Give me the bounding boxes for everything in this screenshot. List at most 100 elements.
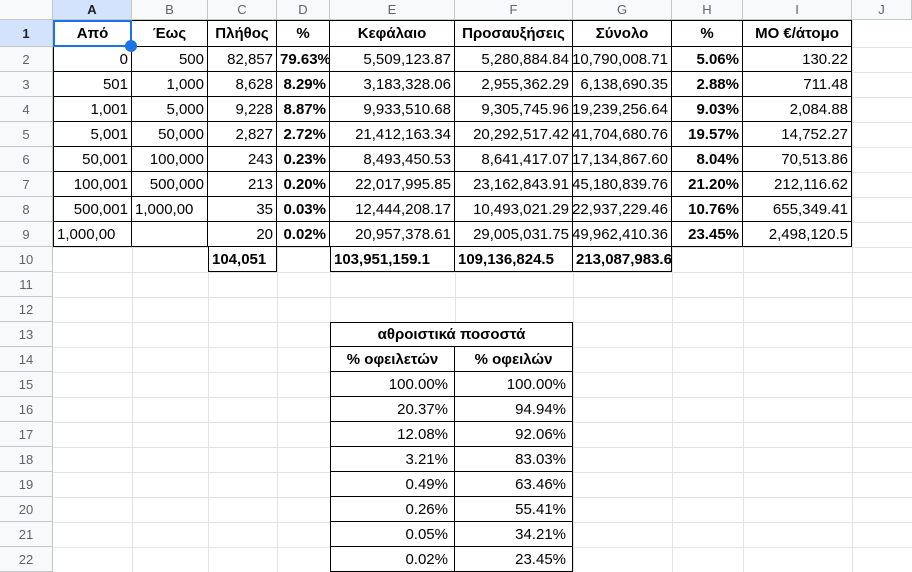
cell-A8[interactable]: 500,001 (53, 197, 132, 222)
cell-C3[interactable]: 8,628 (208, 72, 277, 97)
cell-B2[interactable]: 500 (132, 47, 208, 72)
row-header-13[interactable]: 13 (0, 322, 53, 347)
cell-F17[interactable]: 92.06% (455, 422, 573, 447)
column-header-D[interactable]: D (277, 0, 330, 20)
cell-H3[interactable]: 2.88% (672, 72, 743, 97)
row-header-6[interactable]: 6 (0, 147, 53, 172)
row-header-8[interactable]: 8 (0, 197, 53, 222)
cell-I4[interactable]: 2,084.88 (743, 97, 852, 122)
cell-E8[interactable]: 12,444,208.17 (330, 197, 455, 222)
cell-I8[interactable]: 655,349.41 (743, 197, 852, 222)
cell-G2[interactable]: 10,790,008.71 (573, 47, 672, 72)
column-header-C[interactable]: C (208, 0, 277, 20)
column-header-F[interactable]: F (455, 0, 573, 20)
cell-I7[interactable]: 212,116.62 (743, 172, 852, 197)
row-header-19[interactable]: 19 (0, 472, 53, 497)
row-header-2[interactable]: 2 (0, 47, 53, 72)
selection-handle[interactable] (125, 40, 137, 52)
cell-E14[interactable]: % οφειλετών (330, 347, 455, 372)
cell-A7[interactable]: 100,001 (53, 172, 132, 197)
cell-E1[interactable]: Κεφάλαιο (330, 20, 455, 47)
cell-E19[interactable]: 0.49% (330, 472, 455, 497)
cell-E13-merged[interactable]: αθροιστικά ποσοστά (330, 322, 573, 347)
cell-B6[interactable]: 100,000 (132, 147, 208, 172)
cell-E21[interactable]: 0.05% (330, 522, 455, 547)
row-header-15[interactable]: 15 (0, 372, 53, 397)
cell-H1[interactable]: % (672, 20, 743, 47)
row-header-22[interactable]: 22 (0, 547, 53, 572)
cell-A2[interactable]: 0 (53, 47, 132, 72)
cell-A4[interactable]: 1,001 (53, 97, 132, 122)
cell-A3[interactable]: 501 (53, 72, 132, 97)
row-header-16[interactable]: 16 (0, 397, 53, 422)
cell-E15[interactable]: 100.00% (330, 372, 455, 397)
cell-C4[interactable]: 9,228 (208, 97, 277, 122)
cell-B9[interactable] (132, 222, 208, 247)
cell-G1[interactable]: Σύνολο (573, 20, 672, 47)
row-header-21[interactable]: 21 (0, 522, 53, 547)
cell-B7[interactable]: 500,000 (132, 172, 208, 197)
cell-I2[interactable]: 130.22 (743, 47, 852, 72)
cell-C6[interactable]: 243 (208, 147, 277, 172)
cell-G8[interactable]: 22,937,229.46 (573, 197, 672, 222)
cell-E2[interactable]: 5,509,123.87 (330, 47, 455, 72)
column-header-I[interactable]: I (743, 0, 852, 20)
cell-D3[interactable]: 8.29% (277, 72, 330, 97)
row-header-17[interactable]: 17 (0, 422, 53, 447)
cell-F8[interactable]: 10,493,021.29 (455, 197, 573, 222)
row-header-14[interactable]: 14 (0, 347, 53, 372)
cell-F19[interactable]: 63.46% (455, 472, 573, 497)
cell-I5[interactable]: 14,752.27 (743, 122, 852, 147)
cell-D1[interactable]: % (277, 20, 330, 47)
cell-E7[interactable]: 22,017,995.85 (330, 172, 455, 197)
cell-G10[interactable]: 213,087,983.6 (573, 247, 672, 272)
cell-C2[interactable]: 82,857 (208, 47, 277, 72)
cell-I6[interactable]: 70,513.86 (743, 147, 852, 172)
row-header-5[interactable]: 5 (0, 122, 53, 147)
row-header-3[interactable]: 3 (0, 72, 53, 97)
cell-C1[interactable]: Πλήθος (208, 20, 277, 47)
cell-C9[interactable]: 20 (208, 222, 277, 247)
cell-E18[interactable]: 3.21% (330, 447, 455, 472)
cell-E3[interactable]: 3,183,328.06 (330, 72, 455, 97)
cell-F1[interactable]: Προσαυξήσεις (455, 20, 573, 47)
column-header-A[interactable]: A (53, 0, 132, 20)
column-header-B[interactable]: B (132, 0, 208, 20)
cell-F21[interactable]: 34.21% (455, 522, 573, 547)
cell-F2[interactable]: 5,280,884.84 (455, 47, 573, 72)
cell-F20[interactable]: 55.41% (455, 497, 573, 522)
cell-C7[interactable]: 213 (208, 172, 277, 197)
column-header-G[interactable]: G (573, 0, 672, 20)
cell-I9[interactable]: 2,498,120.5 (743, 222, 852, 247)
cell-G5[interactable]: 41,704,680.76 (573, 122, 672, 147)
row-header-18[interactable]: 18 (0, 447, 53, 472)
row-header-11[interactable]: 11 (0, 272, 53, 297)
cell-C10[interactable]: 104,051 (208, 247, 277, 272)
cell-C5[interactable]: 2,827 (208, 122, 277, 147)
cell-F3[interactable]: 2,955,362.29 (455, 72, 573, 97)
cell-B5[interactable]: 50,000 (132, 122, 208, 147)
cell-A6[interactable]: 50,001 (53, 147, 132, 172)
cell-F5[interactable]: 20,292,517.42 (455, 122, 573, 147)
select-all-corner[interactable] (0, 0, 53, 20)
cell-D5[interactable]: 2.72% (277, 122, 330, 147)
cell-F15[interactable]: 100.00% (455, 372, 573, 397)
cell-E9[interactable]: 20,957,378.61 (330, 222, 455, 247)
cell-I1[interactable]: ΜΟ €/άτομο (743, 20, 852, 47)
cell-E16[interactable]: 20.37% (330, 397, 455, 422)
cell-F10[interactable]: 109,136,824.5 (455, 247, 573, 272)
cell-A5[interactable]: 5,001 (53, 122, 132, 147)
row-header-1[interactable]: 1 (0, 20, 53, 47)
cell-H7[interactable]: 21.20% (672, 172, 743, 197)
row-header-20[interactable]: 20 (0, 497, 53, 522)
cell-G4[interactable]: 19,239,256.64 (573, 97, 672, 122)
cell-F16[interactable]: 94.94% (455, 397, 573, 422)
cell-F6[interactable]: 8,641,417.07 (455, 147, 573, 172)
cell-H6[interactable]: 8.04% (672, 147, 743, 172)
cell-H8[interactable]: 10.76% (672, 197, 743, 222)
cell-E17[interactable]: 12.08% (330, 422, 455, 447)
cell-G7[interactable]: 45,180,839.76 (573, 172, 672, 197)
cell-D4[interactable]: 8.87% (277, 97, 330, 122)
cell-E20[interactable]: 0.26% (330, 497, 455, 522)
cell-E10[interactable]: 103,951,159.1 (330, 247, 455, 272)
